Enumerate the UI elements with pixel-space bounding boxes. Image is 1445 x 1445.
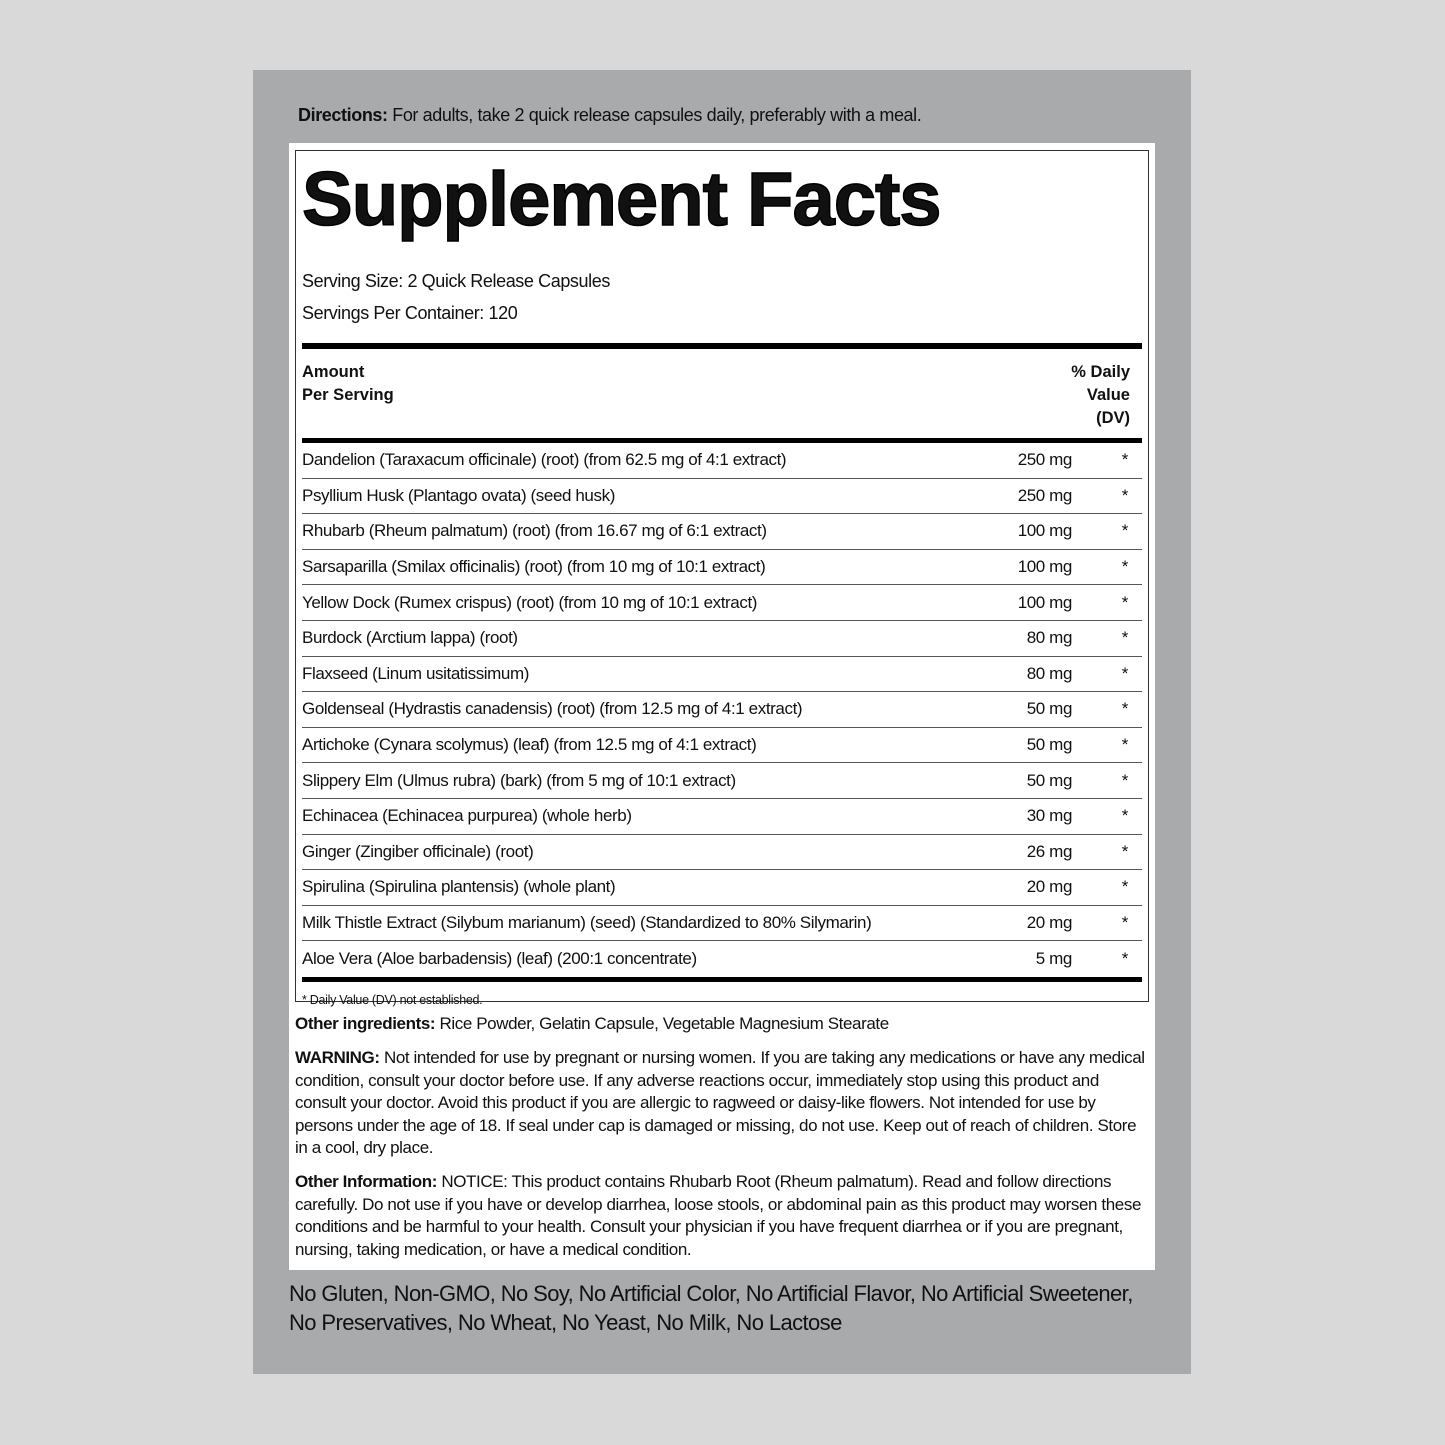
- ingredient-dv: *: [1121, 913, 1129, 933]
- ingredient-name: Burdock (Arctium lappa) (root): [302, 628, 518, 648]
- ingredient-name: Echinacea (Echinacea purpurea) (whole he…: [302, 806, 632, 826]
- ingredient-dv: *: [1121, 770, 1129, 790]
- table-row: Echinacea (Echinacea purpurea) (whole he…: [302, 799, 1142, 835]
- warning: WARNING: Not intended for use by pregnan…: [295, 1048, 1145, 1158]
- servings-per-container: Servings Per Container: 120: [302, 303, 518, 323]
- table-row: Sarsaparilla (Smilax officinalis) (root)…: [302, 550, 1142, 586]
- ingredient-name: Yellow Dock (Rumex crispus) (root) (from…: [302, 592, 758, 612]
- ingredient-dv: *: [1121, 663, 1129, 683]
- ingredient-dv: *: [1121, 592, 1129, 612]
- table-row: Aloe Vera (Aloe barbadensis) (leaf) (200…: [302, 941, 1142, 977]
- ingredient-table: Dandelion (Taraxacum officinale) (root) …: [302, 443, 1142, 977]
- ingredient-dv: *: [1121, 699, 1129, 719]
- ingredient-name: Goldenseal (Hydrastis canadensis) (root)…: [302, 699, 803, 719]
- table-header: Amount Per Serving % Daily Value (DV): [302, 363, 1130, 427]
- ingredient-dv: *: [1121, 735, 1129, 755]
- supplement-facts-box: Supplement Facts Serving Size: 2 Quick R…: [295, 150, 1149, 1007]
- divider: [302, 438, 1142, 443]
- ingredient-amount: 100 mg: [1017, 521, 1073, 541]
- table-row: Burdock (Arctium lappa) (root) 80 mg *: [302, 621, 1142, 657]
- ingredient-dv: *: [1121, 521, 1129, 541]
- table-row: Dandelion (Taraxacum officinale) (root) …: [302, 443, 1142, 479]
- ingredient-amount: 5 mg: [1035, 949, 1073, 969]
- table-row: Milk Thistle Extract (Silybum marianum) …: [302, 906, 1142, 942]
- ingredient-amount: 80 mg: [1026, 628, 1073, 648]
- ingredient-amount: 20 mg: [1026, 877, 1073, 897]
- serving-size: Serving Size: 2 Quick Release Capsules: [302, 271, 610, 291]
- ingredient-name: Ginger (Zingiber officinale) (root): [302, 841, 534, 861]
- ingredient-dv: *: [1121, 877, 1129, 897]
- table-row: Spirulina (Spirulina plantensis) (whole …: [302, 870, 1142, 906]
- label-content: [289, 143, 1155, 1270]
- table-row: Yellow Dock (Rumex crispus) (root) (from…: [302, 585, 1142, 621]
- table-row: Psyllium Husk (Plantago ovata) (seed hus…: [302, 479, 1142, 515]
- table-row: Goldenseal (Hydrastis canadensis) (root)…: [302, 692, 1142, 728]
- ingredient-amount: 50 mg: [1026, 699, 1073, 719]
- divider: [302, 976, 1142, 982]
- ingredient-name: Aloe Vera (Aloe barbadensis) (leaf) (200…: [302, 949, 697, 969]
- ingredient-dv: *: [1121, 806, 1129, 826]
- free-from-claims: No Gluten, Non-GMO, No Soy, No Artificia…: [289, 1281, 1133, 1335]
- ingredient-amount: 26 mg: [1026, 841, 1073, 861]
- ingredient-dv: *: [1121, 841, 1129, 861]
- ingredient-name: Sarsaparilla (Smilax officinalis) (root)…: [302, 557, 766, 577]
- ingredient-dv: *: [1121, 628, 1129, 648]
- table-row: Rhubarb (Rheum palmatum) (root) (from 16…: [302, 514, 1142, 550]
- ingredient-dv: *: [1121, 485, 1129, 505]
- ingredient-amount: 100 mg: [1017, 592, 1073, 612]
- ingredient-name: Spirulina (Spirulina plantensis) (whole …: [302, 877, 616, 897]
- ingredient-dv: *: [1121, 557, 1129, 577]
- ingredient-dv: *: [1121, 450, 1129, 470]
- divider: [302, 343, 1142, 349]
- table-row: Ginger (Zingiber officinale) (root) 26 mg…: [302, 835, 1142, 871]
- ingredient-name: Rhubarb (Rheum palmatum) (root) (from 16…: [302, 521, 767, 541]
- ingredient-amount: 250 mg: [1017, 485, 1073, 505]
- ingredient-amount: 80 mg: [1026, 663, 1073, 683]
- ingredient-amount: 250 mg: [1017, 450, 1073, 470]
- facts-title: Supplement Facts: [301, 156, 942, 243]
- table-row: Flaxseed (Linum usitatissimum) 80 mg *: [302, 657, 1142, 693]
- ingredient-amount: 100 mg: [1017, 557, 1073, 577]
- ingredient-name: Dandelion (Taraxacum officinale) (root) …: [302, 450, 787, 470]
- table-row: Slippery Elm (Ulmus rubra) (bark) (from …: [302, 763, 1142, 799]
- ingredient-amount: 20 mg: [1026, 913, 1073, 933]
- ingredient-dv: *: [1121, 949, 1129, 969]
- footnote: * Daily Value (DV) not established.: [302, 992, 483, 1007]
- ingredient-name: Artichoke (Cynara scolymus) (leaf) (from…: [302, 735, 757, 755]
- directions: Directions: For adults, take 2 quick rel…: [298, 105, 922, 125]
- ingredient-name: Psyllium Husk (Plantago ovata) (seed hus…: [302, 485, 615, 505]
- other-information: Other Information: NOTICE: This product …: [295, 1172, 1142, 1259]
- ingredient-name: Milk Thistle Extract (Silybum marianum) …: [302, 913, 872, 933]
- ingredient-name: Slippery Elm (Ulmus rubra) (bark) (from …: [302, 770, 736, 790]
- ingredient-name: Flaxseed (Linum usitatissimum): [302, 663, 530, 683]
- ingredient-amount: 50 mg: [1026, 735, 1073, 755]
- ingredient-amount: 50 mg: [1026, 770, 1073, 790]
- ingredient-amount: 30 mg: [1026, 806, 1073, 826]
- table-row: Artichoke (Cynara scolymus) (leaf) (from…: [302, 728, 1142, 764]
- other-ingredients: Other ingredients: Rice Powder, Gelatin …: [295, 1014, 889, 1033]
